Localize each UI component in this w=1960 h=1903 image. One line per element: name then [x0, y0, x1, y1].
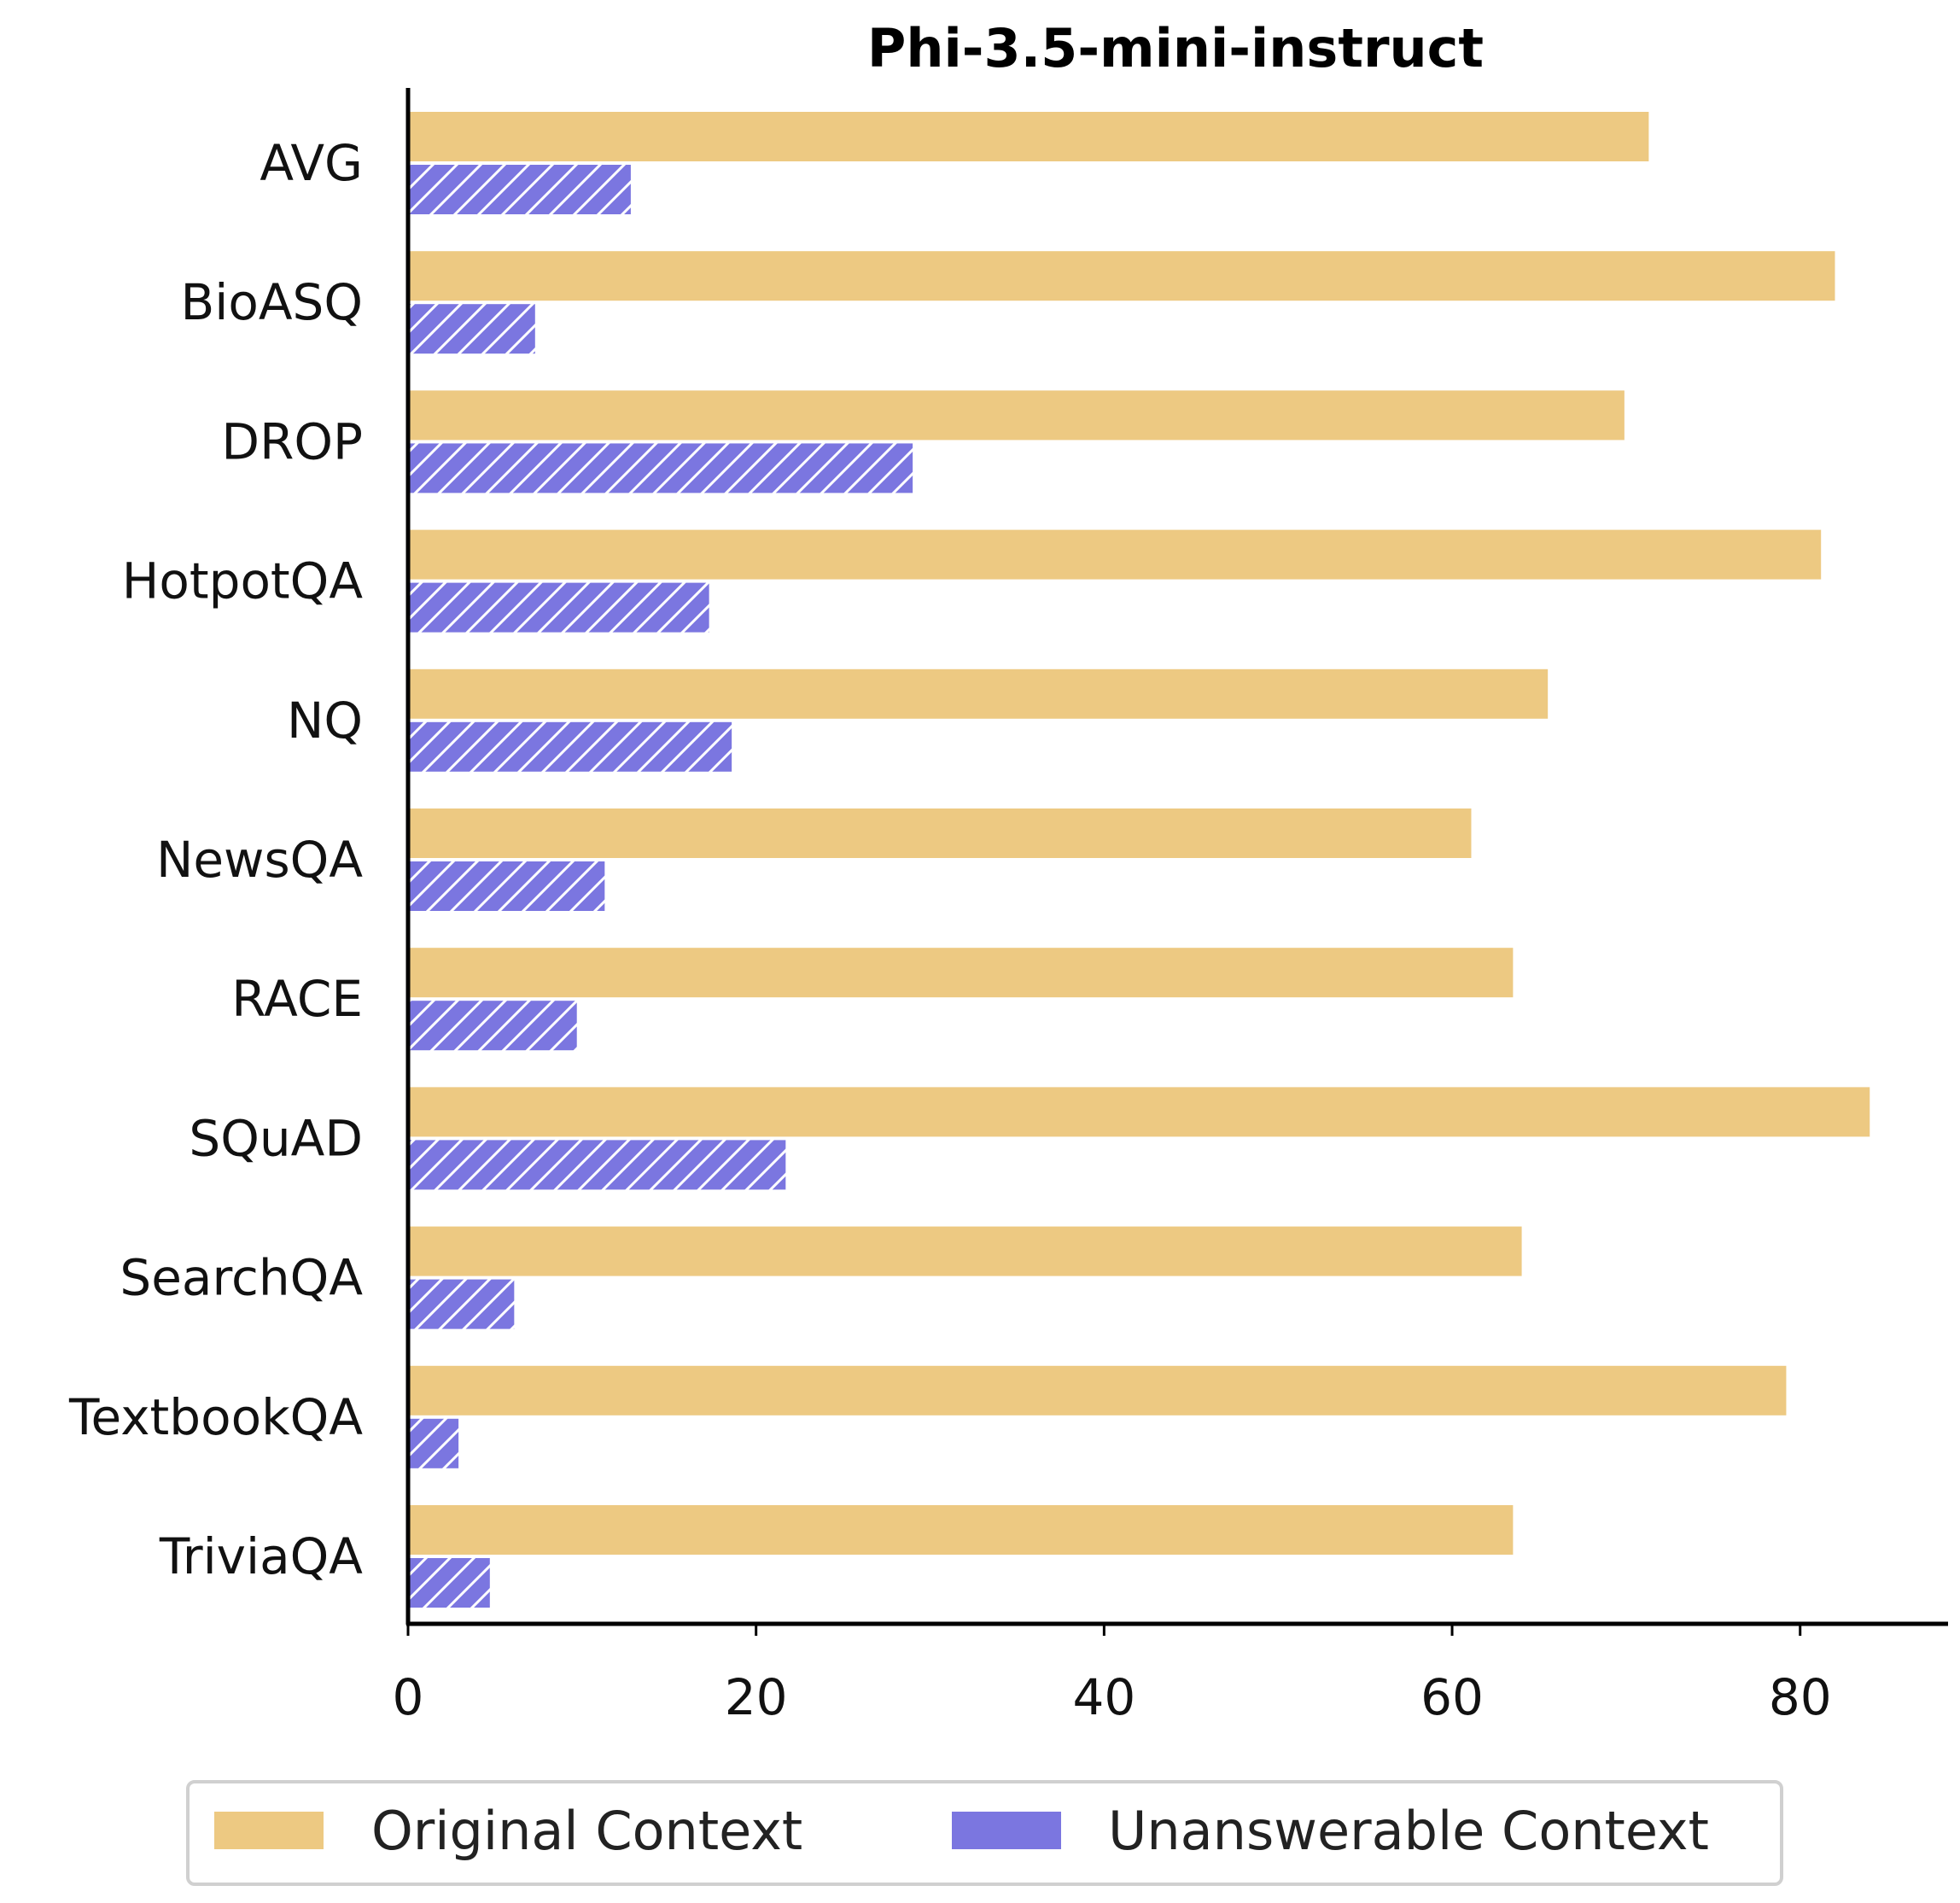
legend-label-unanswerable: Unanswerable Context: [1108, 1800, 1709, 1862]
legend-swatch-unanswerable: [952, 1812, 1061, 1849]
chart-title: Phi-3.5-mini-instruct: [867, 17, 1484, 79]
y-tick-label: NewsQA: [156, 831, 363, 889]
bar-original-race: [408, 948, 1514, 998]
legend-label-original: Original Context: [371, 1800, 802, 1862]
y-tick-label: SQuAD: [189, 1109, 363, 1167]
y-tick-label: AVG: [260, 134, 363, 192]
bar-original-triviaqa: [408, 1505, 1514, 1555]
bar-unanswerable-textbookqa: [408, 1418, 459, 1468]
x-tick-label: 80: [1769, 1668, 1832, 1726]
bar-unanswerable-searchqa: [408, 1279, 515, 1329]
bar-original-nq: [408, 668, 1549, 719]
legend: Original Context Unanswerable Context: [186, 1780, 1783, 1886]
x-tick-label: 20: [725, 1668, 788, 1726]
bar-unanswerable-hotpotqa: [408, 582, 709, 633]
bar-unanswerable-bioasq: [408, 304, 535, 354]
y-tick-labels: AVG BioASQ DROP HotpotQA NQ NewsQA RACE SQuAD Se…: [68, 134, 363, 1585]
bar-original-textbookqa: [408, 1365, 1787, 1416]
bar-unanswerable-drop: [408, 443, 913, 493]
bar-original-bioasq: [408, 251, 1835, 301]
y-tick-label: BioASQ: [180, 273, 363, 331]
bar-original-hotpotqa: [408, 529, 1822, 580]
y-tick-label: DROP: [221, 412, 363, 470]
x-tick-label: 40: [1072, 1668, 1135, 1726]
y-tick-label: TextbookQA: [68, 1388, 363, 1446]
x-tick-label: 0: [393, 1668, 424, 1726]
bar-original-avg: [408, 112, 1649, 161]
bar-unanswerable-triviaqa: [408, 1558, 490, 1608]
bar-unanswerable-squad: [408, 1140, 786, 1190]
y-tick-label: HotpotQA: [122, 552, 364, 610]
bar-original-searchqa: [408, 1226, 1522, 1276]
y-tick-label: SearchQA: [120, 1249, 363, 1307]
bar-unanswerable-newsqa: [408, 861, 605, 911]
x-tick-label: 60: [1420, 1668, 1484, 1726]
bar-original-newsqa: [408, 808, 1472, 858]
y-tick-label: RACE: [231, 970, 363, 1028]
bars-group: [408, 112, 1870, 1608]
bar-unanswerable-nq: [408, 721, 732, 772]
y-tick-label: NQ: [287, 692, 363, 750]
legend-swatch-original: [214, 1812, 324, 1849]
bar-unanswerable-avg: [408, 165, 631, 214]
x-ticks: 0 20 40 60 80: [393, 1626, 1832, 1726]
bar-original-drop: [408, 390, 1625, 441]
bar-unanswerable-race: [408, 1001, 577, 1051]
y-tick-label: TriviaQA: [159, 1527, 363, 1585]
bar-original-squad: [408, 1087, 1870, 1137]
